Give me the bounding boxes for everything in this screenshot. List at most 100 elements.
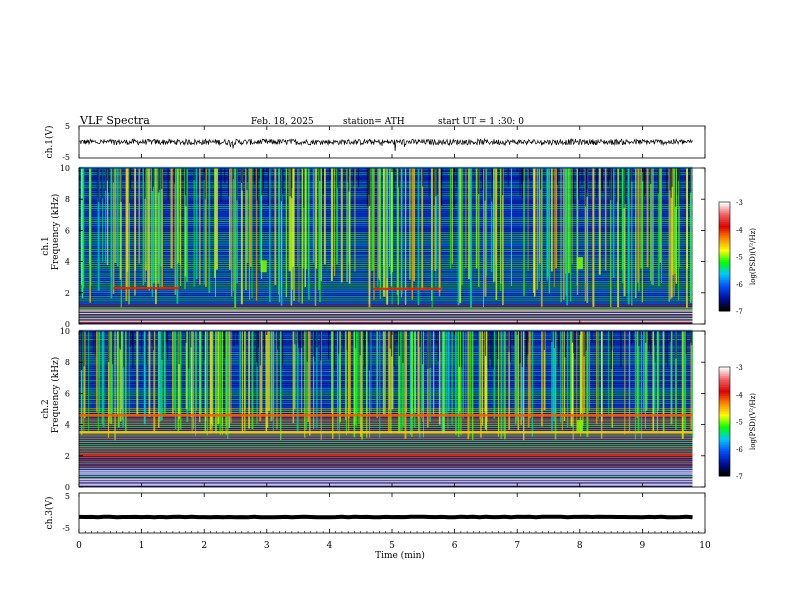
spectrogram-gap: [347, 168, 349, 183]
sferic-streak: [213, 168, 216, 278]
spectrogram-gap: [129, 331, 131, 347]
spectrogram-gap: [158, 168, 160, 193]
sferic-streak: [483, 168, 484, 308]
spectrogram-gap: [461, 331, 463, 368]
sferic-streak: [681, 331, 684, 439]
sferic-streak: [498, 331, 500, 433]
sferic-streak: [230, 168, 233, 297]
spectrogram-gap: [429, 331, 431, 369]
sferic-streak: [308, 168, 310, 300]
sferic-streak: [596, 331, 598, 425]
spectrogram-gap: [301, 331, 303, 348]
spectral-line-1: [79, 431, 693, 434]
colorbar-cell: [719, 289, 730, 292]
spectrogram-gap: [557, 331, 560, 367]
sferic-streak: [173, 331, 176, 410]
spectrogram-gap: [258, 168, 261, 179]
colorbar-cell: [719, 240, 730, 243]
spectrogram-gap: [453, 168, 455, 207]
colorbar-cell: [719, 220, 730, 223]
sferic-streak: [541, 168, 543, 280]
sferic-streak: [274, 168, 277, 285]
sferic-streak: [422, 331, 424, 438]
spectrum-band: [79, 438, 693, 440]
sferic-streak: [417, 331, 420, 419]
spectrogram-gap: [525, 331, 528, 356]
sferic-streak: [120, 331, 122, 422]
sferic-streak: [598, 168, 601, 275]
sferic-streak: [155, 168, 157, 305]
colorbar-cell: [719, 214, 730, 218]
spectrum-band: [79, 166, 693, 168]
ch2-spectrogram-image: [79, 329, 694, 487]
sferic-streak: [289, 168, 292, 271]
spectrogram-gap: [501, 168, 504, 196]
sferic-streak: [459, 331, 461, 412]
spectrogram-gap: [314, 331, 316, 362]
spectrogram-gap: [368, 168, 370, 195]
sferic-streak: [384, 331, 386, 415]
spectrogram-gap: [140, 331, 143, 355]
spectrogram-gap: [228, 168, 230, 197]
spectrum-band: [79, 477, 693, 479]
sferic-streak: [635, 168, 637, 299]
sferic-streak: [212, 331, 214, 427]
sferic-streak: [617, 168, 620, 308]
sferic-streak: [293, 168, 295, 301]
spectrogram-gap: [690, 331, 692, 343]
spectrogram-gap: [120, 168, 122, 203]
colorbar-cell: [719, 298, 730, 301]
sferic-streak: [527, 168, 529, 271]
spectrum-band: [79, 322, 693, 324]
colorbar-cell: [719, 470, 730, 473]
sferic-streak: [110, 168, 113, 299]
spectrogram-gap: [583, 331, 585, 357]
sferic-streak: [386, 168, 389, 279]
time-tick-label: 0: [76, 541, 82, 551]
colorbar-cell: [719, 412, 730, 415]
sferic-streak: [314, 168, 317, 306]
colorbar-cell: [719, 292, 730, 296]
sferic-streak: [387, 331, 390, 433]
colorbar-cell: [719, 227, 730, 230]
freq-tick-label: 2: [65, 452, 70, 461]
colorbar-cell: [719, 419, 730, 422]
ch1-spectrogram-channel-label: ch.1: [41, 236, 51, 255]
sferic-streak: [486, 168, 488, 276]
ch3-waveform-frame: [78, 492, 706, 534]
spectral-line-0: [113, 286, 180, 290]
sferic-streak: [267, 331, 270, 412]
colorbar-cell: [719, 241, 730, 245]
spectrogram-gap: [679, 168, 681, 207]
ch3-waveform-ytick-bottom: -5: [62, 524, 70, 533]
colorbar-tick-label: -7: [736, 473, 743, 481]
spectrogram-gap: [259, 331, 261, 366]
spectrogram-gap: [492, 331, 494, 370]
sferic-streak: [451, 331, 453, 425]
colorbar-cell: [719, 260, 730, 263]
sferic-streak: [304, 331, 306, 438]
sferic-streak: [377, 168, 379, 287]
sferic-streak: [520, 331, 522, 425]
sferic-streak: [147, 168, 150, 289]
ch3-waveform-panel: ch.3(V) 5 -5: [44, 492, 706, 534]
spectrum-band: [79, 451, 693, 453]
spectrum-band: [79, 303, 693, 305]
colorbar-cell: [719, 426, 730, 430]
ch1-waveform-panel: ch.1(V) 5 -5: [44, 122, 706, 162]
sferic-streak: [497, 331, 499, 437]
freq-tick-label: 6: [65, 226, 70, 235]
colorbar-cell: [719, 383, 730, 386]
sferic-streak: [538, 168, 541, 264]
sferic-streak: [636, 331, 639, 419]
spectrogram-gap: [647, 331, 650, 351]
ch1-spectrogram-panel: ch.1 Frequency (kHz) 10 8 6 4 2 0: [41, 164, 706, 329]
station-label: station= ATH: [343, 117, 405, 127]
sferic-streak: [304, 168, 307, 288]
colorbar-cell: [719, 234, 730, 238]
sferic-streak: [435, 168, 437, 287]
sferic-streak: [631, 168, 633, 306]
spectrogram-gap: [106, 168, 108, 181]
colorbar-cell: [719, 370, 730, 373]
sferic-streak: [434, 168, 437, 272]
